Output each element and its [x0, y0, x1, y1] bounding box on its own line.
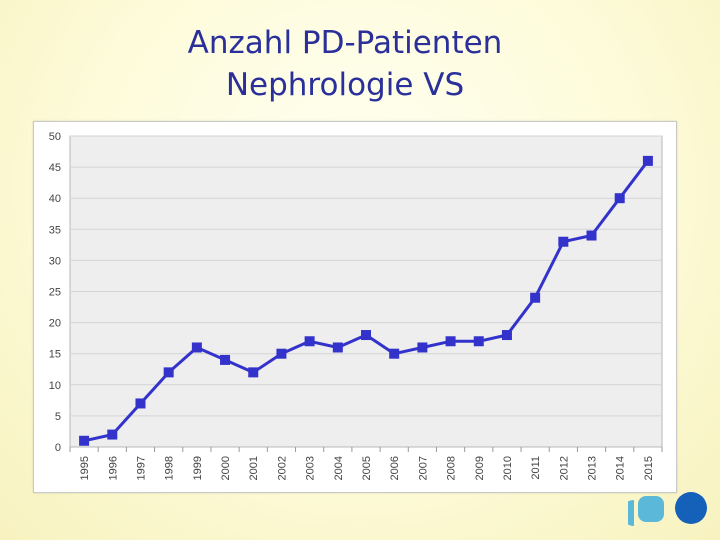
- data-point-marker: [417, 342, 428, 353]
- x-tick-label: 1997: [135, 456, 147, 480]
- data-point-marker: [248, 367, 259, 378]
- y-tick-label: 25: [49, 287, 61, 299]
- y-tick-label: 50: [49, 131, 61, 143]
- data-point-marker: [220, 354, 231, 365]
- data-point-marker: [107, 429, 118, 440]
- data-point-marker: [642, 155, 653, 166]
- x-tick-label: 2009: [474, 456, 486, 480]
- data-point-marker: [79, 435, 90, 446]
- x-tick-label: 2004: [333, 456, 345, 480]
- y-tick-label: 0: [55, 442, 61, 454]
- data-point-marker: [614, 193, 625, 204]
- x-tick-label: 2000: [220, 456, 232, 480]
- data-point-marker: [389, 348, 400, 359]
- x-tick-label: 2005: [361, 456, 373, 480]
- data-point-marker: [501, 330, 512, 341]
- x-tick-label: 1999: [192, 456, 204, 480]
- x-tick-label: 2010: [502, 456, 514, 480]
- x-tick-label: 1996: [107, 456, 119, 480]
- data-point-marker: [530, 292, 541, 303]
- data-point-marker: [332, 342, 343, 353]
- x-tick-label: 2012: [558, 456, 570, 480]
- x-tick-label: 2011: [530, 456, 542, 480]
- data-point-marker: [361, 330, 371, 341]
- slide-title: Anzahl PD-Patienten Nephrologie VS: [0, 22, 690, 106]
- data-point-marker: [304, 336, 315, 347]
- y-tick-label: 10: [49, 380, 61, 392]
- y-tick-label: 5: [55, 411, 61, 423]
- x-tick-label: 2015: [643, 456, 655, 480]
- data-point-marker: [586, 230, 597, 241]
- data-point-marker: [445, 336, 456, 347]
- slide-title-line-2: Nephrologie VS: [225, 67, 465, 103]
- x-tick-label: 2007: [417, 456, 429, 480]
- y-tick-label: 45: [49, 162, 61, 174]
- slide-title-line-1: Anzahl PD-Patienten: [187, 25, 503, 61]
- data-point-marker: [163, 367, 174, 378]
- y-tick-label: 15: [49, 349, 61, 361]
- chart-frame: 0 5 10 15 20 25 30 35 40 45 50 1995 1996 1997 1998 199…: [33, 121, 677, 493]
- x-tick-label: 2003: [305, 456, 317, 480]
- data-point-marker: [191, 342, 202, 353]
- x-tick-label: 2013: [587, 456, 599, 480]
- x-tick-label: 2014: [615, 456, 627, 480]
- x-tick-label: 2001: [248, 456, 260, 480]
- y-tick-label: 30: [49, 255, 61, 267]
- data-point-marker: [473, 336, 484, 347]
- institution-logo-icon: [628, 492, 707, 526]
- x-tick-label: 1995: [79, 456, 91, 480]
- y-tick-label: 35: [49, 224, 61, 236]
- data-point-marker: [276, 348, 287, 359]
- line-chart: 0 5 10 15 20 25 30 35 40 45 50 1995 1996 1997 1998 199…: [49, 131, 663, 480]
- x-tick-label: 2008: [446, 456, 458, 480]
- data-point-marker: [558, 236, 569, 247]
- y-tick-label: 40: [49, 193, 61, 205]
- x-tick-label: 1998: [164, 456, 176, 480]
- data-point-marker: [135, 398, 146, 409]
- x-tick-label: 2002: [276, 456, 288, 480]
- y-tick-label: 20: [49, 318, 61, 330]
- x-tick-label: 2006: [389, 456, 401, 480]
